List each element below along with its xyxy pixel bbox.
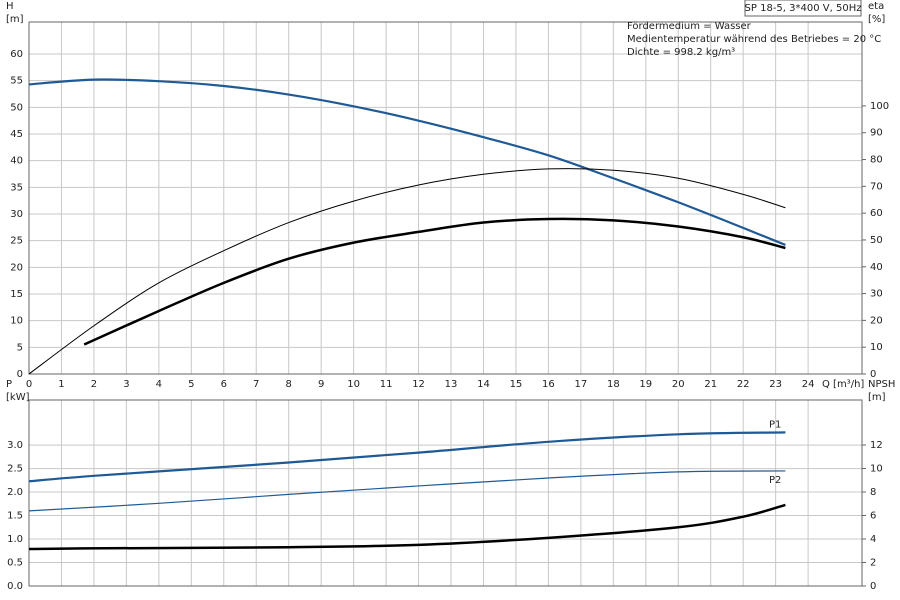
- y-tick-label: 30: [10, 209, 23, 220]
- x-tick-label: 17: [575, 379, 588, 390]
- x-tick-label: 9: [318, 379, 324, 390]
- x-tick-label: 2: [91, 379, 97, 390]
- y-tick-label: 20: [10, 262, 23, 273]
- y-axis-label: H: [6, 1, 14, 12]
- y-tick-label: 10: [10, 316, 23, 327]
- y2-tick-label: 30: [870, 289, 883, 300]
- x-tick-label: 11: [380, 379, 393, 390]
- y-tick-label: 35: [10, 182, 23, 193]
- annotation: Medientemperatur während des Betriebes =…: [627, 34, 881, 45]
- x-tick-label: 19: [639, 379, 652, 390]
- curve: [28, 503, 786, 551]
- plot-frame: [28, 21, 863, 375]
- series-label: P1: [769, 419, 781, 430]
- y2-tick-label: 6: [870, 511, 876, 522]
- y2-tick-label: 60: [870, 208, 883, 219]
- y2-tick-label: 0: [870, 369, 876, 380]
- curve: [28, 431, 786, 483]
- y-axis-label: P: [6, 379, 12, 390]
- curve: [28, 470, 786, 512]
- y2-tick-label: 12: [870, 440, 883, 451]
- x-tick-label: 3: [123, 379, 129, 390]
- y2-tick-label: 8: [870, 487, 876, 498]
- y2-tick-label: 2: [870, 558, 876, 569]
- x-tick-label: 6: [221, 379, 227, 390]
- x-tick-label: 10: [347, 379, 360, 390]
- y-tick-label: 45: [10, 129, 23, 140]
- y-tick-label: 60: [10, 49, 23, 60]
- y-tick-label: 2.5: [7, 464, 23, 475]
- y-tick-label: 50: [10, 102, 23, 113]
- y2-tick-label: 50: [870, 235, 883, 246]
- annotation: Fördermedium = Wasser: [627, 21, 752, 32]
- x-tick-label: 7: [253, 379, 259, 390]
- x-tick-label: 21: [704, 379, 717, 390]
- y2-tick-label: 0: [870, 581, 876, 592]
- curve: [28, 168, 786, 375]
- plot-frame: [28, 399, 863, 587]
- x-tick-label: 24: [802, 379, 815, 390]
- series-label: P2: [769, 475, 781, 486]
- y-tick-label: 0: [17, 369, 23, 380]
- y-tick-label: 0.5: [7, 558, 23, 569]
- x-tick-label: 8: [286, 379, 292, 390]
- y-tick-label: 1.5: [7, 511, 23, 522]
- badge: SP 18-5, 3*400 V, 50Hz: [745, 3, 862, 14]
- y2-tick-label: 100: [870, 101, 889, 112]
- x-tick-label: 18: [607, 379, 620, 390]
- y-tick-label: 15: [10, 289, 23, 300]
- y2-tick-label: 4: [870, 534, 876, 545]
- x-tick-label: 16: [542, 379, 555, 390]
- y-tick-label: 3.0: [7, 440, 23, 451]
- y-tick-label: 40: [10, 156, 23, 167]
- x-tick-label: 14: [477, 379, 490, 390]
- y-tick-label: 5: [17, 342, 23, 353]
- x-tick-label: 13: [445, 379, 458, 390]
- curve: [28, 78, 786, 246]
- x-tick-label: 22: [737, 379, 750, 390]
- y-tick-label: 1.0: [7, 534, 23, 545]
- y-tick-label: 55: [10, 76, 23, 87]
- x-tick-label: 20: [672, 379, 685, 390]
- badge-box: [744, 0, 862, 17]
- y2-tick-label: 40: [870, 262, 883, 273]
- y-tick-label: 2.0: [7, 487, 23, 498]
- x-tick-label: 5: [188, 379, 194, 390]
- y-tick-label: 0.0: [7, 581, 23, 592]
- annotation: Dichte = 998.2 kg/m³: [627, 47, 735, 58]
- y2-axis-label: [%]: [868, 14, 885, 25]
- y-axis-label: [kW]: [6, 392, 30, 403]
- x-axis-label: Q [m³/h]: [822, 379, 864, 390]
- y2-tick-label: 90: [870, 128, 883, 139]
- x-tick-label: 1: [58, 379, 64, 390]
- x-tick-label: 4: [156, 379, 162, 390]
- y2-axis-label: eta: [868, 1, 884, 12]
- y2-tick-label: 20: [870, 315, 883, 326]
- x-tick-label: 23: [769, 379, 782, 390]
- y-tick-label: 25: [10, 236, 23, 247]
- curve: [83, 217, 786, 346]
- y2-tick-label: 10: [870, 464, 883, 475]
- y2-axis-label: NPSH: [868, 379, 895, 390]
- y2-tick-label: 70: [870, 181, 883, 192]
- y2-tick-label: 10: [870, 342, 883, 353]
- y2-tick-label: 80: [870, 155, 883, 166]
- x-tick-label: 0: [26, 379, 32, 390]
- y2-axis-label: [m]: [868, 392, 886, 403]
- x-tick-label: 15: [510, 379, 523, 390]
- y-axis-label: [m]: [6, 14, 24, 25]
- x-tick-label: 12: [412, 379, 425, 390]
